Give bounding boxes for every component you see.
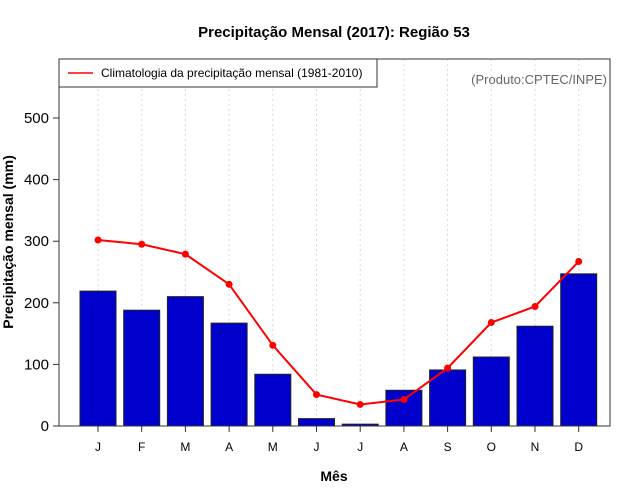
x-tick-label: O <box>487 440 496 454</box>
climatology-point-10 <box>531 302 539 310</box>
y-axis: 0 100 200 300 400 500 <box>24 110 59 435</box>
bar-4 <box>254 373 292 427</box>
climatology-point-6 <box>356 400 364 408</box>
y-tick-label: 100 <box>24 356 49 373</box>
y-tick-label: 400 <box>24 172 49 189</box>
climatology-point-9 <box>487 319 495 327</box>
climatology-point-4 <box>269 341 277 349</box>
bar-11 <box>560 273 598 427</box>
y-tick-label: 300 <box>24 233 49 250</box>
climatology-point-0 <box>94 236 102 244</box>
bar-9 <box>472 356 510 427</box>
bar-10 <box>516 325 554 427</box>
x-tick-label: S <box>444 440 452 454</box>
legend: Climatologia da precipitação mensal (198… <box>58 58 378 88</box>
x-tick-label: J <box>95 440 101 454</box>
x-tick-label: A <box>400 440 408 454</box>
x-tick-label: M <box>268 440 278 454</box>
climatology-point-7 <box>400 396 408 404</box>
bar-0 <box>79 290 117 427</box>
legend-box <box>58 58 378 88</box>
climatology-point-8 <box>444 364 452 372</box>
x-tick-label: D <box>574 440 583 454</box>
x-tick-label: J <box>314 440 320 454</box>
bars-group <box>79 273 598 427</box>
legend-entry-climatology: Climatologia da precipitação mensal (198… <box>101 66 362 80</box>
climatology-point-1 <box>138 240 146 248</box>
x-tick-label: M <box>180 440 190 454</box>
bar-5 <box>298 418 335 427</box>
bar-2 <box>166 296 204 427</box>
bar-1 <box>123 309 161 427</box>
climatology-point-2 <box>181 250 189 258</box>
x-tick-label: A <box>225 440 233 454</box>
x-tick-label: J <box>357 440 363 454</box>
bar-3 <box>210 322 248 427</box>
chart-title: Precipitação Mensal (2017): Região 53 <box>198 24 470 41</box>
y-tick-label: 0 <box>41 418 49 435</box>
climatology-point-11 <box>575 258 583 266</box>
climatology-line <box>97 238 580 406</box>
credit-annotation: (Produto:CPTEC/INPE) <box>471 72 607 87</box>
y-axis-label: Precipitação mensal (mm) <box>0 155 16 329</box>
x-tick-label: F <box>138 440 145 454</box>
climatology-point-3 <box>225 280 233 288</box>
climatology-line-group <box>94 236 583 408</box>
x-tick-label: N <box>531 440 540 454</box>
y-tick-label: 200 <box>24 295 49 312</box>
x-axis-label: Mês <box>320 468 347 484</box>
bar-7 <box>385 389 423 427</box>
y-tick-label: 500 <box>24 110 49 127</box>
climatology-point-5 <box>313 391 320 399</box>
